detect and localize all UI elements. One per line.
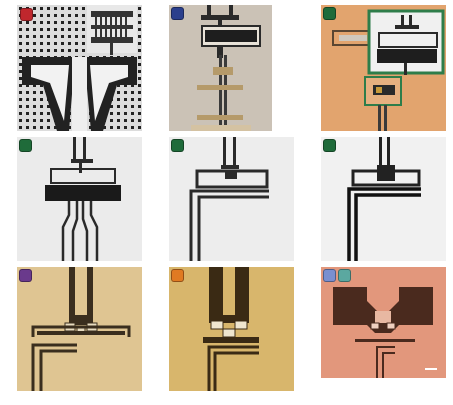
tile-f-image xyxy=(321,137,446,261)
color-badge xyxy=(19,269,32,282)
color-badge xyxy=(338,269,351,282)
micrograph-tile-h xyxy=(169,267,294,391)
micrograph-tile-d xyxy=(17,137,142,261)
tile-g-image xyxy=(17,267,142,391)
tile-i-image xyxy=(321,267,446,378)
color-badge xyxy=(19,139,32,152)
tile-b-image xyxy=(169,5,272,131)
color-badge xyxy=(20,8,33,21)
color-badge xyxy=(323,139,336,152)
micrograph-tile-e xyxy=(169,137,294,261)
micrograph-tile-a xyxy=(17,5,142,131)
tile-d-image xyxy=(17,137,142,261)
tile-c-image xyxy=(321,5,446,131)
micrograph-tile-g xyxy=(17,267,142,391)
micrograph-tile-b xyxy=(169,5,272,131)
tile-a-image xyxy=(17,5,142,131)
micrograph-tile-i xyxy=(321,267,446,378)
color-badge xyxy=(171,139,184,152)
color-badge xyxy=(171,7,184,20)
color-badge xyxy=(323,7,336,20)
color-badge xyxy=(323,269,336,282)
tile-h-image xyxy=(169,267,294,391)
micrograph-tile-f xyxy=(321,137,446,261)
color-badge xyxy=(171,269,184,282)
micrograph-tile-c xyxy=(321,5,446,131)
tile-e-image xyxy=(169,137,294,261)
